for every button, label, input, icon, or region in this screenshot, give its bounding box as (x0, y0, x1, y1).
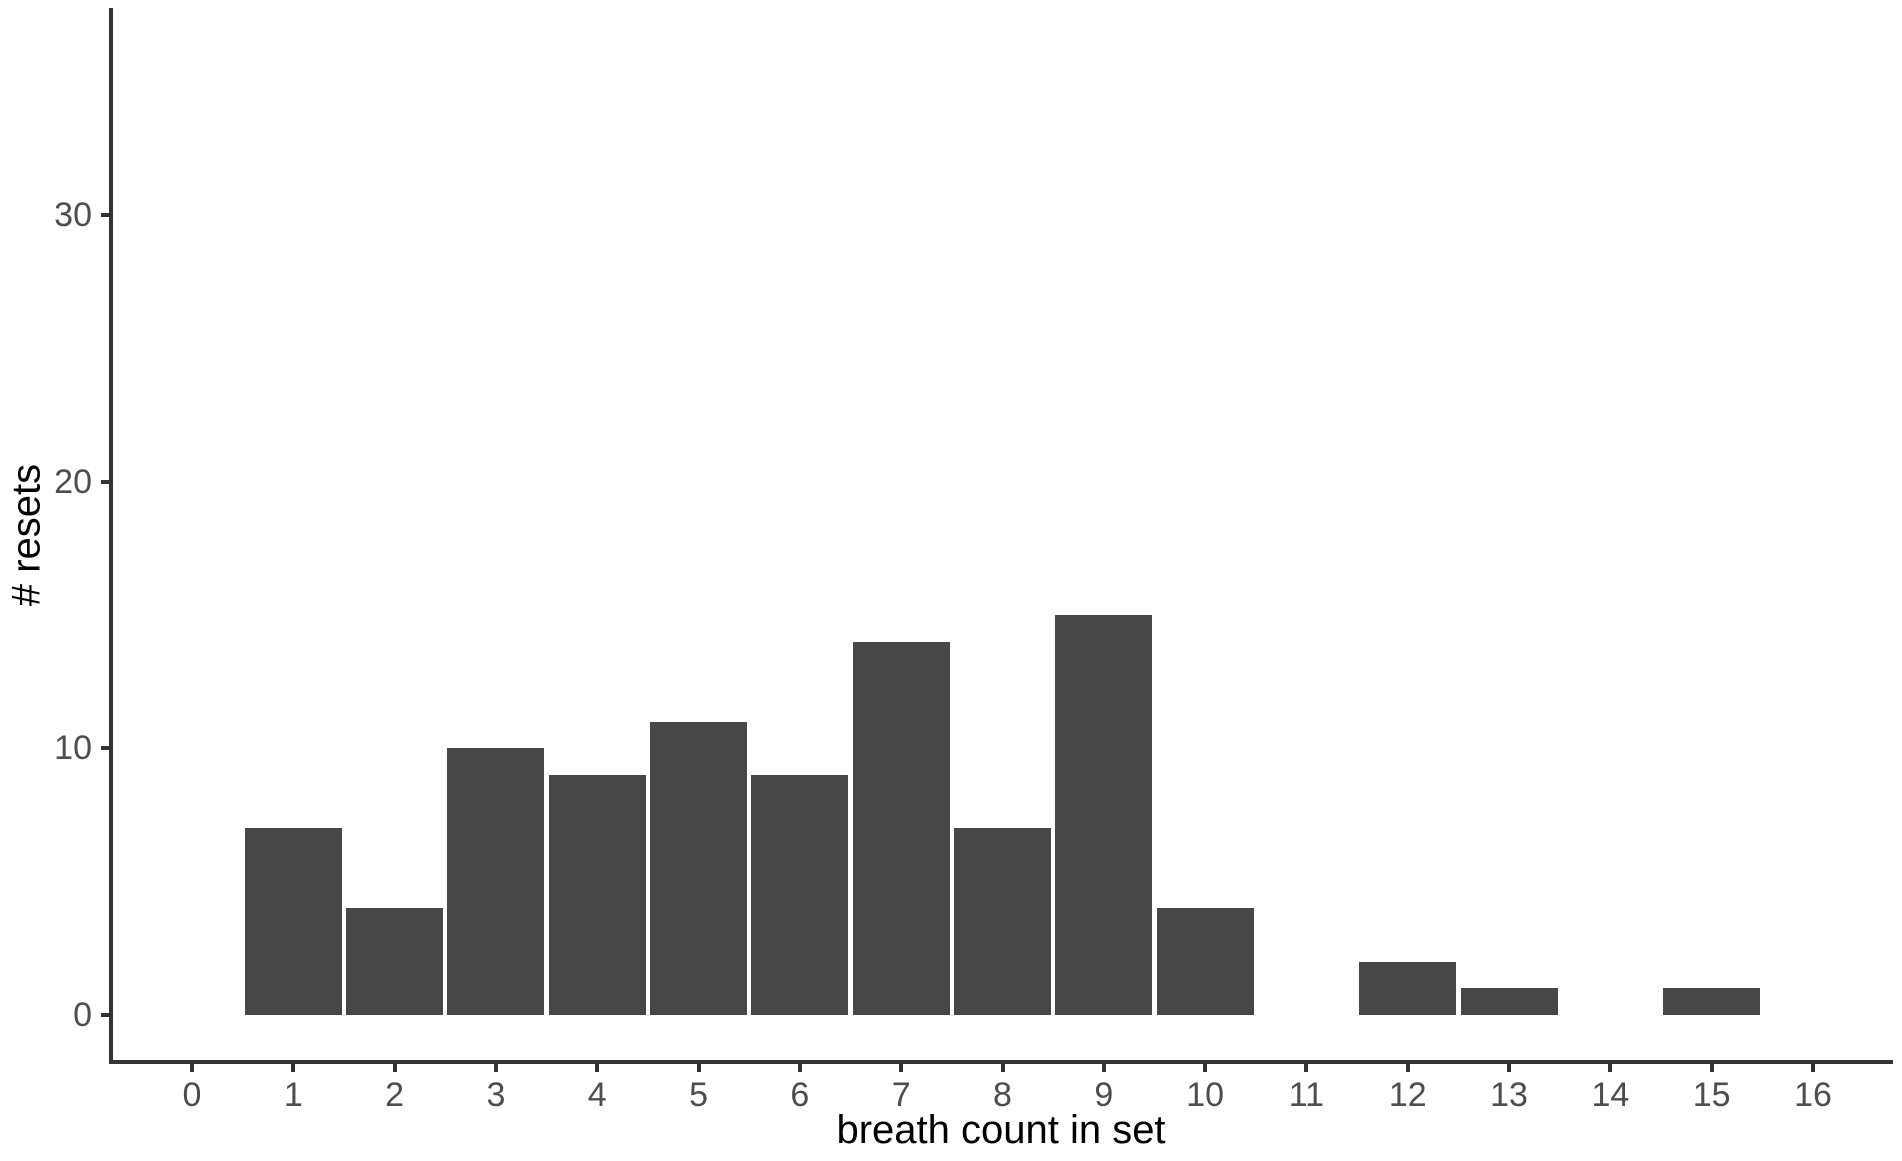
x-tick-label: 0 (182, 1076, 202, 1114)
histogram-bar-x6 (751, 774, 849, 1015)
x-tick-label: 13 (1490, 1076, 1528, 1114)
x-tick-label: 16 (1794, 1076, 1832, 1114)
x-tick-label: 1 (283, 1076, 303, 1114)
y-tick-label: 20 (54, 462, 92, 501)
histogram-bar-x15 (1663, 988, 1761, 1015)
histogram-bar-x13 (1460, 988, 1558, 1015)
x-tick-mark (595, 1064, 600, 1072)
histogram-bar-x1 (244, 828, 342, 1015)
y-tick-label: 10 (54, 729, 92, 768)
x-tick-label: 8 (993, 1076, 1012, 1114)
y-axis-line (109, 8, 113, 1064)
histogram-bar-x12 (1359, 961, 1457, 1015)
x-tick-mark (899, 1064, 904, 1072)
x-tick-label: 7 (891, 1076, 911, 1114)
histogram-bar-x7 (852, 641, 950, 1015)
y-tick-label: 30 (54, 195, 92, 234)
histogram-bar-x9 (1055, 614, 1153, 1015)
x-tick-label: 4 (587, 1076, 607, 1114)
x-tick-label: 12 (1388, 1076, 1427, 1114)
histogram-bar-x3 (447, 748, 545, 1015)
y-tick-label: 0 (73, 996, 92, 1034)
histogram-bar-x8 (954, 828, 1051, 1015)
x-tick-mark (797, 1064, 802, 1072)
x-tick-mark (1000, 1064, 1005, 1072)
histogram-bar-x2 (346, 908, 444, 1015)
x-tick-mark (392, 1064, 397, 1072)
x-tick-mark (1101, 1064, 1106, 1072)
x-tick-mark (1709, 1064, 1714, 1072)
x-tick-mark (493, 1064, 498, 1072)
x-tick-mark (1507, 1064, 1512, 1072)
histogram-bar-x4 (548, 774, 646, 1015)
x-tick-mark (190, 1064, 194, 1072)
x-tick-mark (1405, 1064, 1410, 1072)
x-tick-label: 2 (385, 1076, 405, 1114)
y-tick-mark (101, 212, 109, 217)
y-tick-mark (101, 746, 109, 751)
x-tick-label: 3 (486, 1076, 506, 1114)
x-tick-label: 6 (790, 1076, 810, 1114)
x-tick-label: 5 (689, 1076, 709, 1114)
x-tick-label: 15 (1692, 1076, 1731, 1114)
x-tick-mark (1608, 1064, 1613, 1072)
x-tick-label: 10 (1186, 1076, 1225, 1114)
x-axis-title: breath count in set (836, 1108, 1166, 1152)
x-tick-mark (1304, 1064, 1309, 1072)
x-axis-line (109, 1060, 1893, 1064)
x-tick-label: 14 (1591, 1076, 1630, 1114)
x-tick-label: 11 (1288, 1076, 1325, 1114)
y-tick-mark (101, 479, 109, 484)
histogram-bar-x10 (1156, 908, 1254, 1015)
x-tick-mark (1203, 1064, 1208, 1072)
x-tick-label: 9 (1094, 1076, 1114, 1114)
histogram-bar-x5 (650, 721, 748, 1015)
x-tick-mark (696, 1064, 701, 1072)
x-tick-mark (1811, 1064, 1815, 1072)
x-tick-mark (291, 1064, 296, 1072)
y-tick-mark (101, 1013, 109, 1017)
y-axis-title: # resets (4, 463, 49, 607)
